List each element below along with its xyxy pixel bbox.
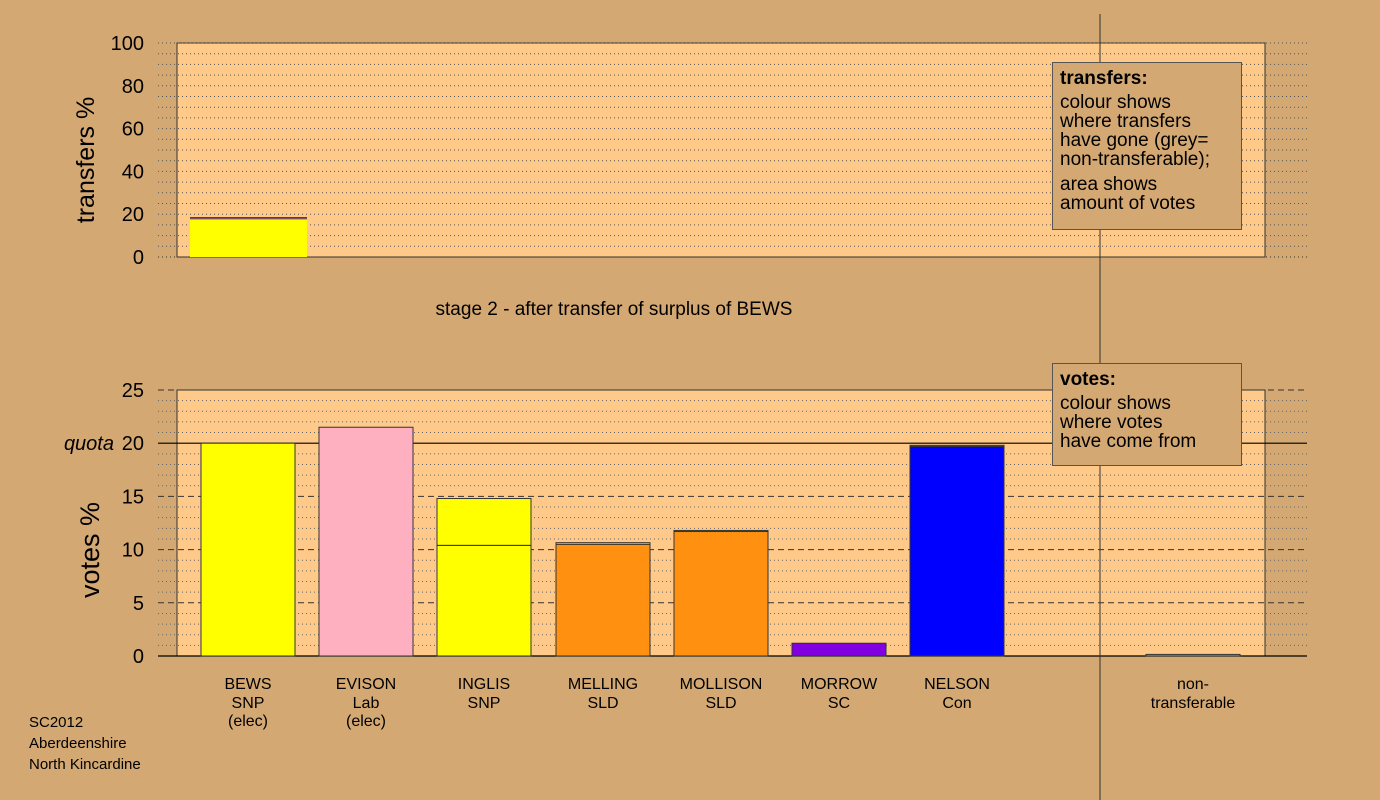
transfers-legend-line: non-transferable); — [1060, 149, 1210, 170]
candidate-name-label: INGLIS — [458, 676, 510, 693]
vote-bar-segment — [673, 529, 769, 533]
candidate-name-label: MORROW — [801, 676, 878, 693]
votes-tick-label: 5 — [133, 593, 144, 615]
candidate-party-label: SLD — [587, 695, 618, 712]
vote-bar-segment — [909, 444, 1005, 447]
candidate-party-label: SLD — [705, 695, 736, 712]
vote-bar-segment — [673, 531, 769, 657]
candidate-party-label: Lab — [353, 695, 380, 712]
transfers-legend-line: area shows — [1060, 174, 1158, 195]
votes-axis-label: votes % — [75, 502, 105, 598]
candidate-name-label: EVISON — [336, 676, 396, 693]
votes-legend-title: votes: — [1060, 369, 1116, 390]
vote-bar-segment — [436, 498, 532, 546]
stage-title: stage 2 - after transfer of surplus of B… — [436, 299, 793, 320]
votes-tick-label: 10 — [122, 540, 144, 562]
votes-legend-line: where votes — [1060, 412, 1163, 433]
candidate-name-label: MELLING — [568, 676, 638, 693]
candidate-name-label: BEWS — [224, 676, 271, 693]
candidate-party-label: Con — [942, 695, 971, 712]
candidate-name-label: NELSON — [924, 676, 990, 693]
candidate-party-label: transferable — [1151, 695, 1236, 712]
candidate-party-label: SNP — [468, 695, 501, 712]
votes-tick-label: 20 — [122, 433, 144, 455]
candidate-party-label: SNP — [232, 695, 265, 712]
footer: SC2012 Aberdeenshire North Kincardine — [29, 712, 141, 775]
footer-line: SC2012 — [29, 714, 84, 731]
votes-tick-label: 15 — [122, 486, 144, 508]
transfers-axis-label: transfers % — [72, 97, 100, 223]
footer-line: North Kincardine — [29, 756, 141, 773]
vote-bar-segment — [791, 642, 887, 657]
vote-bar-segment — [436, 544, 532, 657]
candidate-note-label: (elec) — [346, 713, 386, 730]
vote-bar-segment — [318, 426, 414, 657]
candidate-note-label: (elec) — [228, 713, 268, 730]
transfers-tick-label: 20 — [122, 204, 144, 226]
transfer-bar-segment — [190, 218, 307, 220]
transfers-legend-line: amount of votes — [1060, 193, 1196, 214]
transfers-legend-line: where transfers — [1060, 111, 1191, 132]
transfers-legend-line: colour shows — [1060, 92, 1171, 113]
vote-bar-segment — [200, 442, 296, 657]
votes-legend-line: colour shows — [1060, 393, 1171, 414]
transfers-tick-label: 40 — [122, 161, 144, 183]
footer-line: Aberdeenshire — [29, 735, 127, 752]
transfers-tick-label: 60 — [122, 119, 144, 141]
transfers-tick-label: 80 — [122, 76, 144, 98]
candidate-party-label: SC — [828, 695, 850, 712]
vote-bar-segment — [555, 543, 651, 657]
votes-tick-label: 0 — [133, 646, 144, 668]
quota-label: quota — [64, 433, 114, 455]
transfers-tick-label: 0 — [133, 247, 144, 269]
vote-bar-segment — [909, 445, 1005, 657]
transfers-tick-label: 100 — [111, 33, 144, 55]
vote-bar-segment — [555, 542, 651, 545]
candidate-name-label: MOLLISON — [680, 676, 763, 693]
candidate-name-label: non- — [1177, 676, 1209, 693]
transfer-bar-segment — [190, 219, 307, 257]
transfers-legend-title: transfers: — [1060, 68, 1148, 89]
votes-tick-label: 25 — [122, 380, 144, 402]
votes-legend-line: have come from — [1060, 431, 1197, 452]
votes-legend: votes: colour shows where votes have com… — [1052, 363, 1242, 466]
transfers-legend: transfers: colour shows where transfers … — [1052, 62, 1242, 230]
vote-bar-segment — [1145, 653, 1241, 657]
transfers-legend-line: have gone (grey= — [1060, 130, 1209, 151]
